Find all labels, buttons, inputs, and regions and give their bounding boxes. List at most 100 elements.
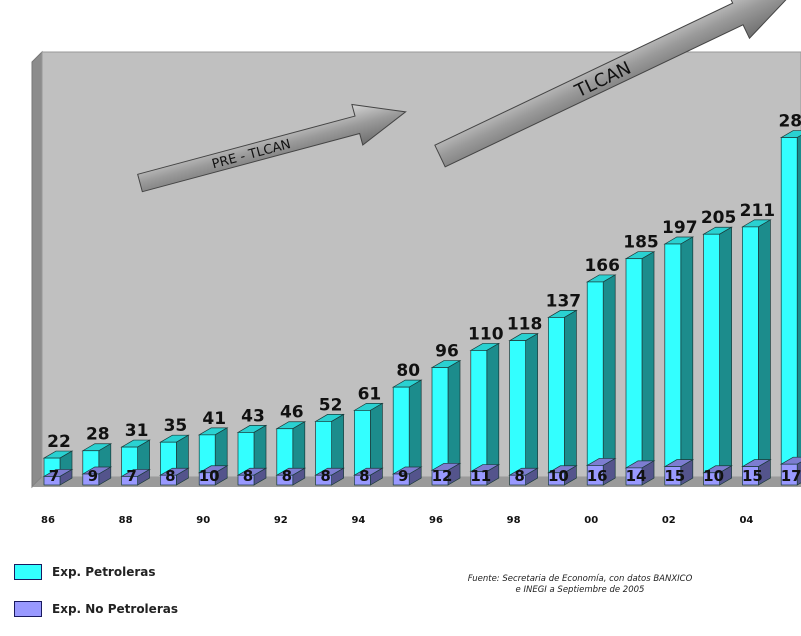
bar-94: 61 8 — [353, 384, 384, 486]
no-petroleras-label-03: 10 — [703, 467, 724, 485]
total-label-04: 211 — [740, 201, 776, 221]
legend-swatch-petroleras — [14, 564, 42, 580]
total-label-00: 166 — [584, 256, 620, 276]
total-label-97: 110 — [468, 324, 504, 344]
no-petroleras-label-05: 17 — [781, 467, 801, 485]
total-label-89: 35 — [164, 416, 188, 436]
bar-segment-no-petroleras-98 — [508, 467, 539, 486]
source-line-1: Fuente: Secretaria de Economía, con dato… — [467, 574, 693, 584]
total-label-96: 96 — [435, 342, 459, 362]
tick-label-86: 86 — [41, 515, 55, 526]
tick-label-98: 98 — [507, 515, 521, 526]
bar-90: 41 10 — [197, 409, 229, 486]
bar-segment-no-petroleras-86 — [42, 468, 74, 486]
tick-label-92: 92 — [274, 515, 288, 526]
bar-01: 185 14 — [623, 233, 659, 486]
no-petroleras-label-88: 7 — [126, 467, 136, 485]
legend-label-no-petroleras: Exp. No Petroleras — [52, 602, 178, 616]
bar-segment-petroleras-03 — [702, 226, 733, 474]
bar-segment-no-petroleras-87 — [81, 466, 113, 486]
bar-segment-petroleras-92 — [275, 421, 307, 476]
x-axis-ticks: 86 88 90 92 94 96 98 00 02 04 — [41, 515, 753, 526]
bar-04: 211 15 — [740, 201, 776, 486]
tick-label-96: 96 — [429, 515, 443, 526]
bar-03: 205 10 — [701, 208, 737, 486]
bar-segment-no-petroleras-91 — [236, 467, 268, 486]
bar-segment-no-petroleras-04 — [741, 459, 772, 486]
no-petroleras-label-02: 15 — [664, 467, 685, 485]
legend: Exp. Petroleras Exp. No Petroleras — [14, 562, 178, 636]
total-label-03: 205 — [701, 208, 737, 228]
no-petroleras-label-94: 8 — [359, 467, 369, 485]
total-label-93: 52 — [319, 395, 343, 415]
bar-segment-no-petroleras-92 — [275, 467, 307, 486]
no-petroleras-label-01: 14 — [626, 467, 647, 485]
total-label-95: 80 — [396, 361, 420, 381]
no-petroleras-label-93: 8 — [320, 467, 330, 485]
legend-item-petroleras: Exp. Petroleras — [14, 562, 178, 582]
exports-bar-chart: PRE - TLCAN TLCAN 2272893173584110438468… — [31, 0, 801, 526]
bar-segment-petroleras-90 — [197, 427, 229, 474]
bar-02: 197 15 — [662, 218, 698, 486]
bar-98: 118 8 — [507, 315, 543, 486]
legend-label-petroleras: Exp. Petroleras — [52, 565, 156, 579]
bar-segment-petroleras-00 — [585, 274, 617, 467]
total-label-86: 22 — [47, 432, 71, 452]
tick-label-94: 94 — [351, 515, 365, 526]
total-label-88: 31 — [125, 421, 149, 441]
total-label-99: 137 — [546, 291, 582, 311]
no-petroleras-label-92: 8 — [282, 467, 292, 485]
bar-segment-petroleras-02 — [663, 236, 695, 468]
tick-label-88: 88 — [119, 515, 133, 526]
tick-label-02: 02 — [662, 515, 676, 526]
bar-segment-petroleras-91 — [236, 424, 268, 476]
total-label-91: 43 — [241, 406, 265, 426]
total-label-87: 28 — [86, 425, 110, 445]
bar-segment-no-petroleras-95 — [391, 466, 423, 486]
no-petroleras-label-96: 12 — [432, 467, 453, 485]
total-label-01: 185 — [623, 233, 659, 253]
bar-segment-petroleras-93 — [314, 413, 345, 476]
bar-segment-no-petroleras-05 — [779, 456, 801, 486]
legend-swatch-no-petroleras — [14, 601, 42, 617]
bar-99: 137 10 — [546, 291, 582, 486]
bar-segment-no-petroleras-97 — [469, 463, 501, 486]
bar-92: 46 8 — [275, 403, 307, 486]
total-label-94: 61 — [358, 384, 382, 404]
source-note: Fuente: Secretaria de Economía, con dato… — [430, 574, 730, 596]
total-label-92: 46 — [280, 403, 304, 423]
bar-segment-petroleras-05 — [779, 130, 801, 465]
bar-segment-no-petroleras-90 — [197, 465, 229, 486]
bar-91: 43 8 — [236, 406, 268, 486]
no-petroleras-label-97: 11 — [470, 467, 491, 485]
bar-segment-no-petroleras-01 — [624, 460, 656, 486]
bar-segment-petroleras-99 — [547, 309, 578, 474]
bar-segment-no-petroleras-94 — [353, 467, 384, 486]
tick-label-04: 04 — [739, 515, 753, 526]
no-petroleras-label-99: 10 — [548, 467, 569, 485]
bar-96: 96 12 — [430, 342, 462, 486]
bar-segment-no-petroleras-02 — [663, 459, 695, 486]
bar-segment-no-petroleras-99 — [547, 465, 578, 486]
bar-88: 31 7 — [120, 421, 151, 486]
bars-group: 2272893173584110438468528618809961211011… — [42, 112, 801, 486]
no-petroleras-label-90: 10 — [199, 467, 220, 485]
total-label-05: 284 — [778, 112, 801, 132]
total-label-98: 118 — [507, 315, 543, 335]
bar-segment-no-petroleras-93 — [314, 467, 345, 486]
bar-87: 28 9 — [81, 425, 113, 486]
bar-segment-no-petroleras-03 — [702, 465, 733, 486]
no-petroleras-label-98: 8 — [514, 467, 524, 485]
legend-item-no-petroleras: Exp. No Petroleras — [14, 599, 178, 619]
no-petroleras-label-89: 8 — [165, 467, 175, 485]
source-line-2: e INEGI a Septiembre de 2005 — [515, 585, 645, 595]
bar-segment-petroleras-98 — [508, 333, 539, 476]
bar-93: 52 8 — [314, 395, 345, 486]
no-petroleras-label-95: 9 — [398, 467, 408, 485]
bar-segment-no-petroleras-00 — [585, 457, 617, 486]
bar-segment-petroleras-94 — [353, 402, 384, 476]
bar-segment-petroleras-97 — [469, 342, 501, 473]
bar-segment-petroleras-96 — [430, 359, 462, 471]
bar-05: 284 17 — [778, 112, 801, 486]
bar-86: 22 7 — [42, 432, 74, 486]
